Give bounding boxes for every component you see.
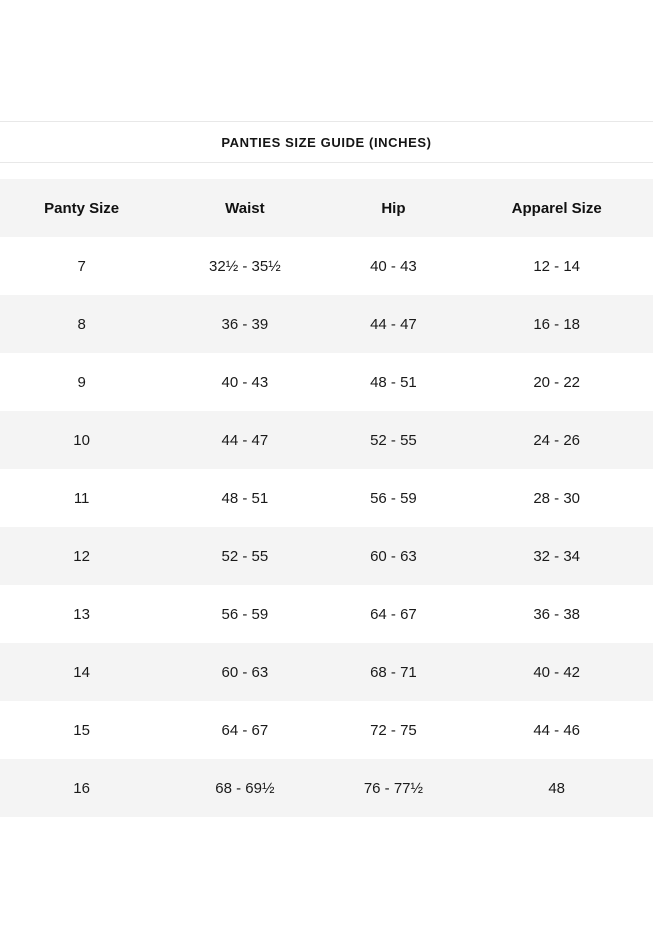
table-row: 14 60 - 63 68 - 71 40 - 42	[0, 643, 653, 701]
cell-apparel-size: 28 - 30	[533, 489, 581, 507]
table-header-row: Panty Size Waist Hip Apparel Size	[0, 179, 653, 237]
table-row: 12 52 - 55 60 - 63 32 - 34	[0, 527, 653, 585]
cell-waist: 60 - 63	[221, 663, 269, 681]
cell-apparel-size: 48	[548, 779, 566, 797]
cell-apparel-size: 36 - 38	[533, 605, 581, 623]
cell-apparel-size: 20 - 22	[533, 373, 581, 391]
cell-waist: 44 - 47	[221, 431, 269, 449]
cell-panty-size: 7	[77, 257, 86, 275]
cell-apparel-size: 40 - 42	[533, 663, 581, 681]
cell-waist: 52 - 55	[221, 547, 269, 565]
cell-panty-size: 16	[73, 779, 90, 797]
cell-hip: 44 - 47	[370, 315, 417, 333]
cell-panty-size: 11	[73, 489, 90, 507]
size-guide-table: Panty Size Waist Hip Apparel Size 7 32½ …	[0, 179, 653, 817]
cell-waist: 56 - 59	[221, 605, 269, 623]
cell-apparel-size: 16 - 18	[533, 315, 581, 333]
table-row: 10 44 - 47 52 - 55 24 - 26	[0, 411, 653, 469]
table-row: 13 56 - 59 64 - 67 36 - 38	[0, 585, 653, 643]
cell-hip: 48 - 51	[370, 373, 417, 391]
cell-hip: 56 - 59	[370, 489, 417, 507]
cell-hip: 72 - 75	[370, 721, 417, 739]
table-row: 7 32½ - 35½ 40 - 43 12 - 14	[0, 237, 653, 295]
table-row: 15 64 - 67 72 - 75 44 - 46	[0, 701, 653, 759]
cell-panty-size: 13	[73, 605, 90, 623]
cell-apparel-size: 24 - 26	[533, 431, 581, 449]
cell-hip: 64 - 67	[370, 605, 417, 623]
cell-waist: 68 - 69½	[215, 779, 275, 797]
cell-waist: 36 - 39	[221, 315, 269, 333]
table-row: 8 36 - 39 44 - 47 16 - 18	[0, 295, 653, 353]
top-whitespace	[0, 0, 653, 121]
table-row: 16 68 - 69½ 76 - 77½ 48	[0, 759, 653, 817]
cell-waist: 64 - 67	[221, 721, 269, 739]
cell-apparel-size: 44 - 46	[533, 721, 581, 739]
cell-apparel-size: 12 - 14	[533, 257, 581, 275]
table-row: 11 48 - 51 56 - 59 28 - 30	[0, 469, 653, 527]
cell-panty-size: 9	[77, 373, 86, 391]
size-guide-title-bar: PANTIES SIZE GUIDE (INCHES)	[0, 121, 653, 163]
cell-hip: 52 - 55	[370, 431, 417, 449]
cell-hip: 60 - 63	[370, 547, 417, 565]
column-header-waist: Waist	[225, 199, 265, 217]
column-header-panty-size: Panty Size	[44, 199, 120, 217]
cell-hip: 76 - 77½	[363, 779, 424, 797]
cell-panty-size: 8	[77, 315, 86, 333]
cell-panty-size: 12	[73, 547, 90, 565]
cell-waist: 48 - 51	[221, 489, 269, 507]
cell-panty-size: 10	[73, 431, 90, 449]
cell-waist: 40 - 43	[221, 373, 269, 391]
size-guide-title: PANTIES SIZE GUIDE (INCHES)	[221, 134, 432, 150]
cell-hip: 40 - 43	[370, 257, 417, 275]
cell-hip: 68 - 71	[370, 663, 417, 681]
column-header-apparel-size: Apparel Size	[511, 199, 602, 217]
cell-panty-size: 15	[73, 721, 90, 739]
cell-apparel-size: 32 - 34	[533, 547, 581, 565]
column-header-hip: Hip	[381, 199, 406, 217]
cell-waist: 32½ - 35½	[209, 257, 281, 275]
table-row: 9 40 - 43 48 - 51 20 - 22	[0, 353, 653, 411]
cell-panty-size: 14	[73, 663, 90, 681]
